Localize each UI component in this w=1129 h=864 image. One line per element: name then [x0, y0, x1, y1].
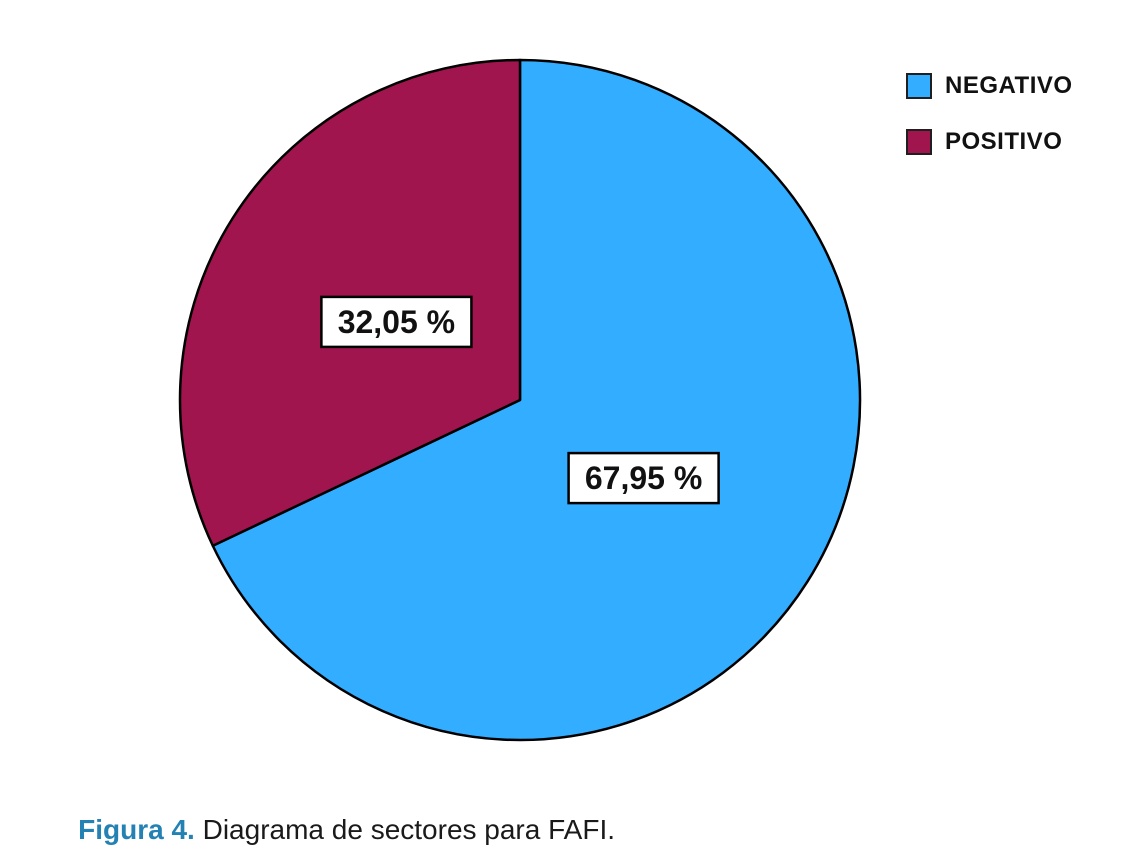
slice-label-negativo: 67,95 % [567, 451, 720, 505]
legend-label-negativo: NEGATIVO [945, 72, 1073, 99]
legend: NEGATIVO POSITIVO [906, 72, 1073, 156]
legend-swatch-positivo [906, 129, 932, 155]
legend-item-positivo: POSITIVO [906, 128, 1073, 156]
figure-caption: Figura 4. Diagrama de sectores para FAFI… [47, 782, 615, 864]
legend-label-positivo: POSITIVO [945, 128, 1063, 155]
caption-text: Diagrama de sectores para FAFI. [194, 814, 616, 845]
slice-label-box [320, 295, 473, 349]
pie-slice-negativo [211, 58, 862, 742]
slice-label-value: 67,95 % [585, 460, 702, 496]
slice-label-positivo: 32,05 % [320, 295, 473, 349]
caption-prefix: Figura 4. [78, 814, 195, 845]
legend-item-negativo: NEGATIVO [906, 72, 1073, 100]
slice-label-value: 32,05 % [338, 304, 455, 340]
legend-swatch-negativo [906, 73, 932, 99]
slice-label-box [567, 451, 720, 505]
